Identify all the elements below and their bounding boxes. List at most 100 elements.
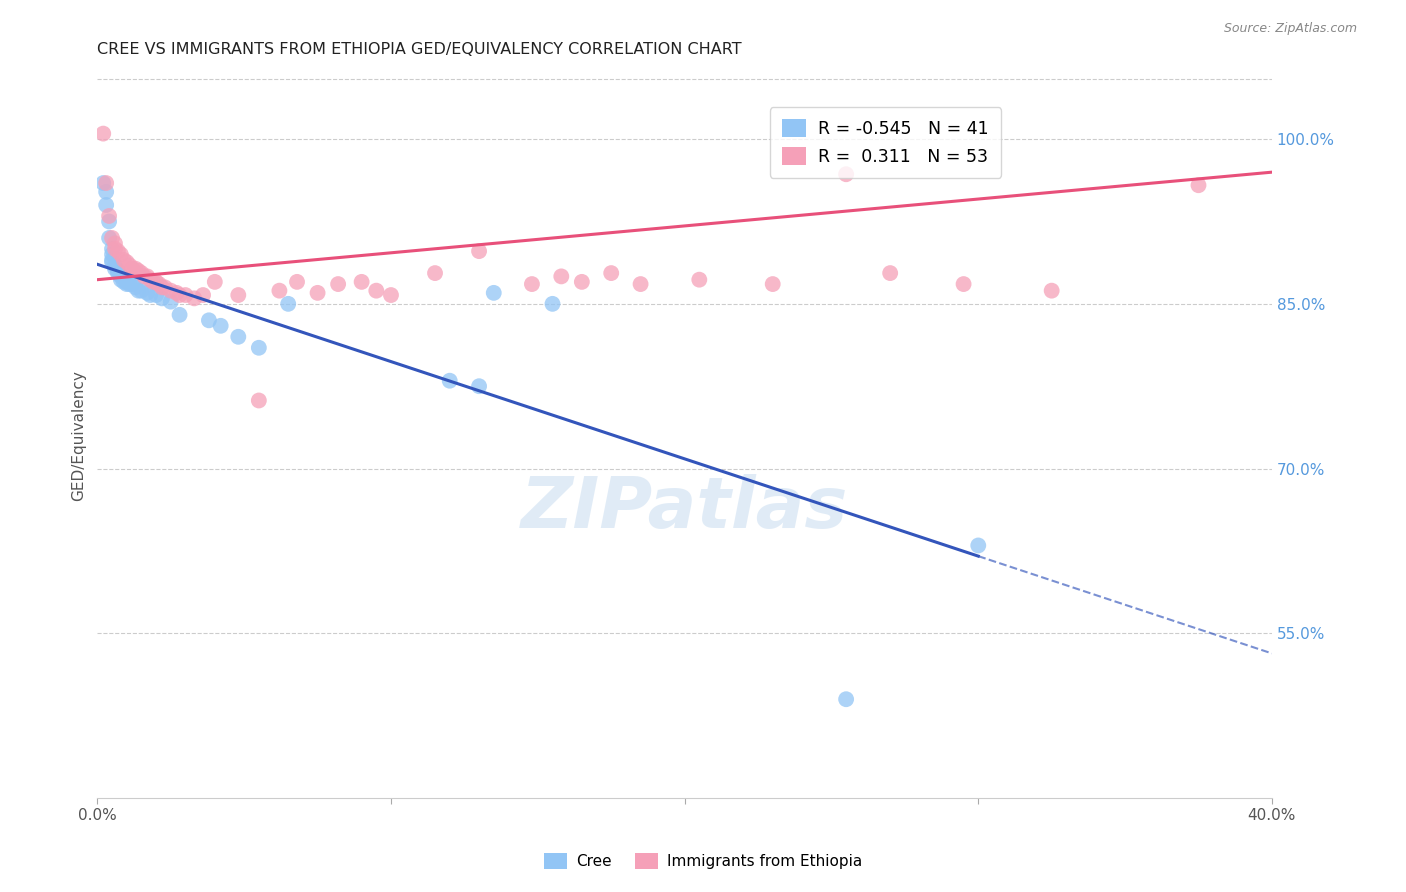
Point bbox=[247, 393, 270, 408]
Point bbox=[571, 275, 593, 289]
Point bbox=[131, 266, 153, 280]
Point bbox=[520, 277, 543, 291]
Point bbox=[139, 273, 162, 287]
Point bbox=[110, 273, 132, 287]
Point bbox=[91, 127, 114, 141]
Point bbox=[110, 269, 132, 284]
Point bbox=[468, 244, 491, 259]
Point bbox=[121, 277, 143, 291]
Legend: Cree, Immigrants from Ethiopia: Cree, Immigrants from Ethiopia bbox=[538, 847, 868, 875]
Point bbox=[131, 284, 153, 298]
Point bbox=[166, 285, 188, 300]
Point bbox=[482, 285, 505, 300]
Point bbox=[104, 259, 127, 273]
Point bbox=[127, 264, 149, 278]
Point bbox=[150, 280, 173, 294]
Point bbox=[326, 277, 349, 291]
Point bbox=[439, 374, 461, 388]
Point bbox=[835, 167, 858, 181]
Point bbox=[91, 176, 114, 190]
Point bbox=[380, 288, 402, 302]
Point bbox=[127, 284, 149, 298]
Point bbox=[98, 209, 121, 223]
Point bbox=[96, 185, 118, 199]
Point bbox=[110, 247, 132, 261]
Point bbox=[124, 261, 146, 276]
Point bbox=[110, 268, 132, 283]
Point bbox=[630, 277, 652, 291]
Point bbox=[247, 341, 270, 355]
Point bbox=[277, 297, 299, 311]
Point bbox=[688, 273, 710, 287]
Point bbox=[112, 275, 135, 289]
Point bbox=[145, 288, 167, 302]
Point bbox=[139, 288, 162, 302]
Point bbox=[134, 269, 156, 284]
Point bbox=[107, 244, 129, 259]
Point bbox=[967, 539, 990, 553]
Point bbox=[269, 284, 291, 298]
Point bbox=[150, 291, 173, 305]
Point bbox=[198, 313, 221, 327]
Point bbox=[136, 269, 159, 284]
Point bbox=[835, 692, 858, 706]
Point bbox=[98, 214, 121, 228]
Point bbox=[879, 266, 901, 280]
Point bbox=[112, 252, 135, 267]
Point bbox=[121, 261, 143, 276]
Point bbox=[183, 291, 205, 305]
Point bbox=[600, 266, 623, 280]
Point bbox=[204, 275, 226, 289]
Point bbox=[107, 266, 129, 280]
Point bbox=[541, 297, 564, 311]
Point bbox=[107, 264, 129, 278]
Point bbox=[174, 288, 197, 302]
Point bbox=[104, 261, 127, 276]
Point bbox=[115, 277, 138, 291]
Point bbox=[350, 275, 373, 289]
Point bbox=[191, 288, 214, 302]
Point bbox=[209, 318, 232, 333]
Point bbox=[101, 247, 124, 261]
Point bbox=[1187, 178, 1209, 193]
Point bbox=[145, 275, 167, 289]
Point bbox=[159, 284, 181, 298]
Point bbox=[762, 277, 785, 291]
Point bbox=[101, 242, 124, 256]
Point bbox=[423, 266, 446, 280]
Point bbox=[226, 288, 249, 302]
Point bbox=[124, 280, 146, 294]
Point bbox=[159, 294, 181, 309]
Point bbox=[148, 277, 170, 291]
Legend: R = -0.545   N = 41, R =  0.311   N = 53: R = -0.545 N = 41, R = 0.311 N = 53 bbox=[769, 107, 1001, 178]
Point bbox=[101, 255, 124, 269]
Point bbox=[468, 379, 491, 393]
Point bbox=[169, 288, 191, 302]
Text: CREE VS IMMIGRANTS FROM ETHIOPIA GED/EQUIVALENCY CORRELATION CHART: CREE VS IMMIGRANTS FROM ETHIOPIA GED/EQU… bbox=[97, 42, 742, 57]
Point bbox=[101, 252, 124, 267]
Y-axis label: GED/Equivalency: GED/Equivalency bbox=[72, 370, 86, 501]
Point bbox=[226, 330, 249, 344]
Point bbox=[952, 277, 974, 291]
Point bbox=[1040, 284, 1063, 298]
Point bbox=[136, 285, 159, 300]
Point bbox=[115, 275, 138, 289]
Point bbox=[285, 275, 308, 289]
Point bbox=[98, 231, 121, 245]
Point bbox=[104, 242, 127, 256]
Point bbox=[169, 308, 191, 322]
Point bbox=[307, 285, 329, 300]
Point bbox=[142, 275, 165, 289]
Point bbox=[115, 255, 138, 269]
Point bbox=[96, 176, 118, 190]
Point bbox=[153, 280, 176, 294]
Text: Source: ZipAtlas.com: Source: ZipAtlas.com bbox=[1223, 22, 1357, 36]
Point bbox=[104, 236, 127, 251]
Point bbox=[366, 284, 388, 298]
Point bbox=[118, 259, 141, 273]
Point bbox=[101, 231, 124, 245]
Point bbox=[118, 277, 141, 291]
Point bbox=[550, 269, 572, 284]
Text: ZIPatlas: ZIPatlas bbox=[522, 474, 848, 542]
Point bbox=[96, 198, 118, 212]
